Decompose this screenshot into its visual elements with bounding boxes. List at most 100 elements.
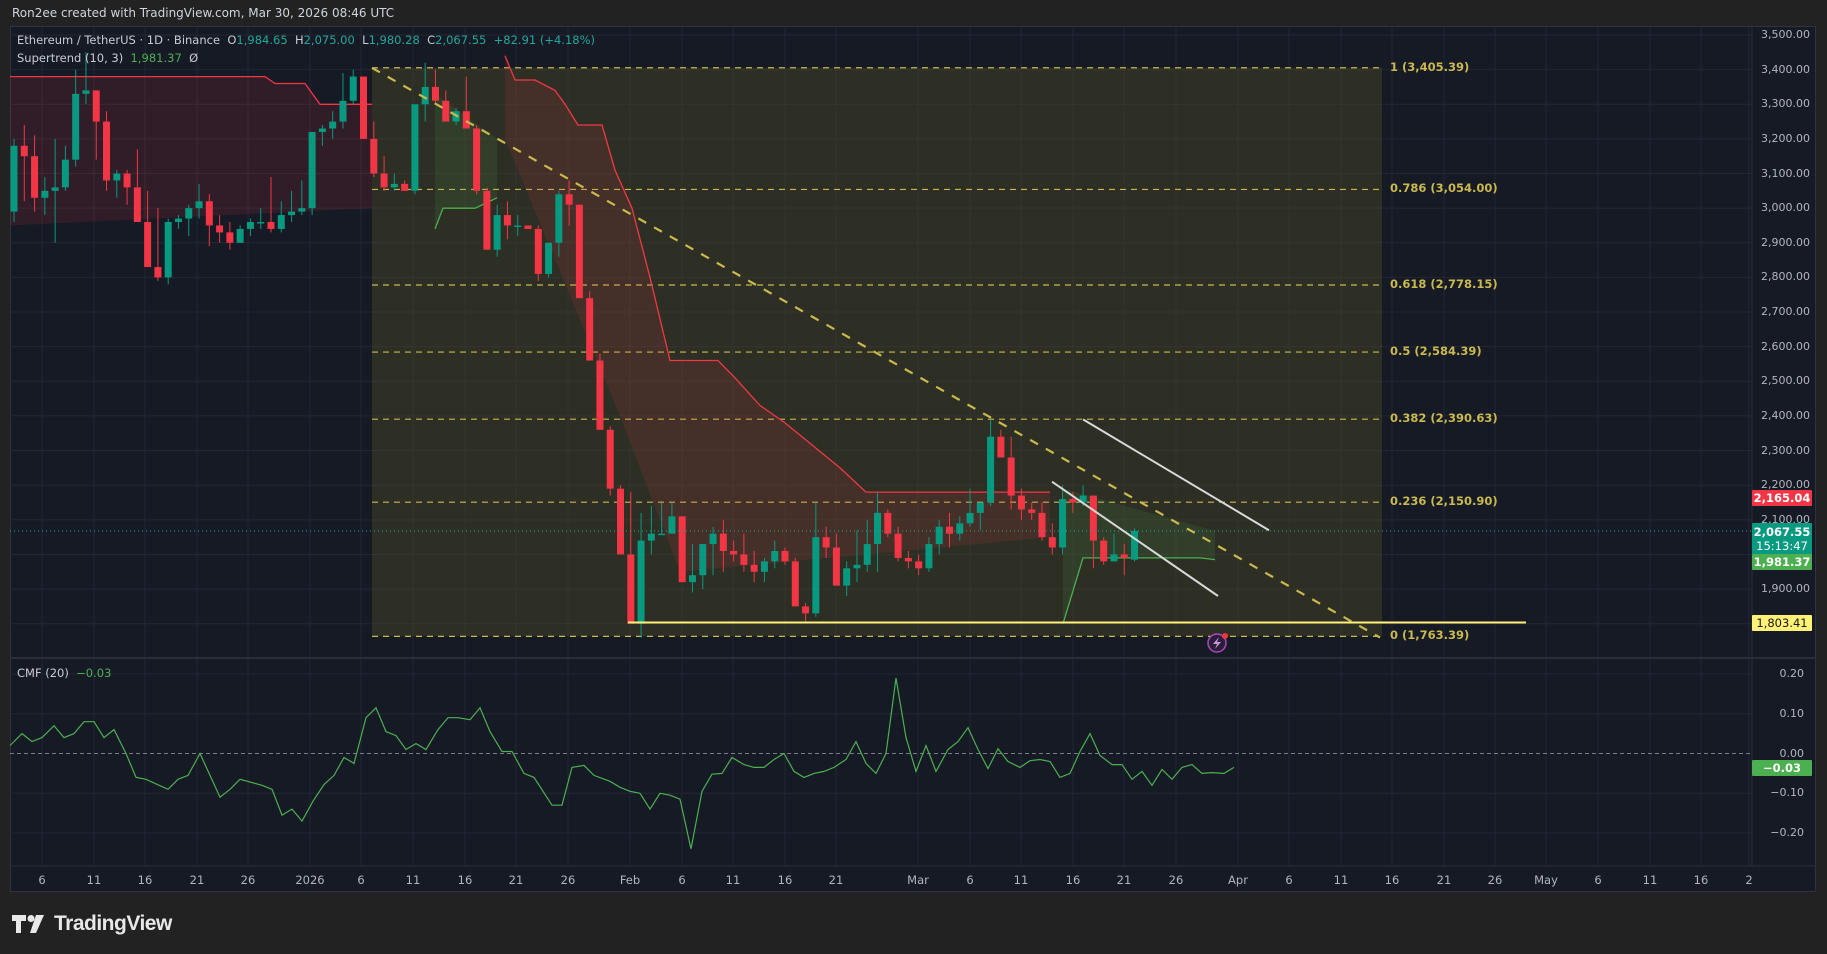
candle [277, 215, 285, 229]
time-axis-label: 11 [1333, 873, 1349, 887]
candle [709, 533, 717, 545]
price-axis-label: 2,800.00 [1761, 270, 1810, 284]
candle [1038, 512, 1046, 538]
candle [216, 225, 224, 233]
candle [802, 606, 810, 614]
cmf-value-tag: −0.03 [1752, 760, 1812, 776]
cmf-axis-label: 0.10 [1779, 706, 1805, 720]
supertrend-line [504, 55, 1050, 493]
candle [493, 215, 501, 250]
candle [894, 533, 902, 558]
candle [853, 564, 861, 569]
candle [678, 516, 686, 583]
candle [298, 208, 306, 212]
candle [473, 128, 481, 191]
price-axis-label: 2,500.00 [1761, 374, 1810, 388]
time-axis-label: 21 [508, 873, 524, 887]
time-axis-label: 2026 [295, 873, 325, 887]
candle [596, 360, 604, 430]
low-value: 1,980.28 [368, 33, 420, 47]
supertrend-legend[interactable]: Supertrend (10, 3) 1,981.37 Ø [17, 51, 199, 65]
price-axis-label: 3,500.00 [1761, 28, 1810, 41]
price-axis-label: 2,700.00 [1761, 305, 1810, 319]
supertrend-lower-tag: 1,981.37 [1752, 554, 1812, 570]
candle [719, 533, 727, 551]
candle [976, 502, 984, 513]
null-icon: Ø [189, 51, 199, 65]
time-axis-label: 16 [1065, 873, 1081, 887]
time-axis-label: 26 [1487, 873, 1503, 887]
candle [760, 561, 768, 572]
tradingview-logo-icon [12, 915, 44, 933]
candle [236, 228, 244, 243]
candle [699, 544, 707, 576]
candle [514, 225, 522, 227]
candle [1120, 554, 1128, 558]
lightning-icon[interactable] [1207, 633, 1228, 653]
candle [308, 131, 316, 209]
candle [534, 228, 542, 274]
candle [524, 225, 532, 229]
supertrend-value: 1,981.37 [130, 51, 182, 65]
time-axis-label: 26 [240, 873, 256, 887]
time-axis-label: 21 [1116, 873, 1132, 887]
tradingview-logo[interactable]: TradingView [12, 912, 172, 936]
supertrend-upper-tag: 2,165.04 [1752, 490, 1812, 506]
time-axis-label: 6 [1285, 873, 1293, 887]
time-axis-label: 21 [828, 873, 844, 887]
candle [226, 232, 234, 243]
candle [627, 554, 635, 624]
descending-trendline [371, 66, 1381, 639]
candle [606, 429, 614, 489]
candle [61, 159, 69, 188]
supertrend-line [10, 75, 372, 105]
cmf-line [9, 677, 1235, 850]
candle [688, 575, 696, 583]
candle [637, 540, 645, 624]
candle [1017, 495, 1025, 510]
fib-level-label: 0.5 (2,584.39) [1390, 344, 1482, 359]
price-axis-label: 2,200.00 [1761, 478, 1810, 492]
time-axis-label: 11 [1642, 873, 1658, 887]
candle [483, 190, 491, 250]
price-axis-label: 3,400.00 [1761, 62, 1810, 76]
candle [318, 128, 326, 132]
candle [442, 100, 450, 122]
candle [545, 242, 553, 274]
time-axis-label: 21 [189, 873, 205, 887]
price-axis-label: 3,000.00 [1761, 201, 1810, 215]
candle [966, 512, 974, 524]
time-axis-label: 2 [1745, 873, 1753, 887]
candle [123, 173, 131, 188]
candle [31, 156, 39, 198]
candle [185, 208, 193, 219]
cmf-legend[interactable]: CMF (20) −0.03 [17, 666, 112, 680]
time-axis-label: Mar [907, 873, 929, 887]
time-axis-label: May [1534, 873, 1558, 887]
price-axis-label: 1,900.00 [1761, 582, 1810, 596]
fib-level-label: 1 (3,405.39) [1390, 59, 1470, 74]
open-value: 1,984.65 [236, 33, 288, 47]
time-axis-label: Apr [1228, 873, 1248, 887]
candle [915, 561, 923, 569]
candle [617, 488, 625, 555]
candle [874, 512, 882, 545]
fib-level-label: 0.382 (2,390.63) [1390, 411, 1498, 426]
candle [904, 557, 912, 562]
price-axis-label: 2,900.00 [1761, 235, 1810, 249]
time-axis-label: 11 [86, 873, 102, 887]
channel-lower [1051, 480, 1219, 597]
fib-level-label: 0.786 (3,054.00) [1390, 181, 1498, 196]
candle [1089, 495, 1097, 541]
support-level-tag: 1,803.41 [1752, 615, 1812, 631]
candle [863, 544, 871, 565]
time-axis-label: 11 [725, 873, 741, 887]
candle [41, 190, 49, 198]
candle [174, 218, 182, 223]
candle [1007, 457, 1015, 496]
candle [133, 187, 141, 223]
last-price-tag: 2,067.55 15:13:47 [1752, 523, 1812, 555]
candle [575, 204, 583, 299]
candle [1110, 554, 1118, 562]
